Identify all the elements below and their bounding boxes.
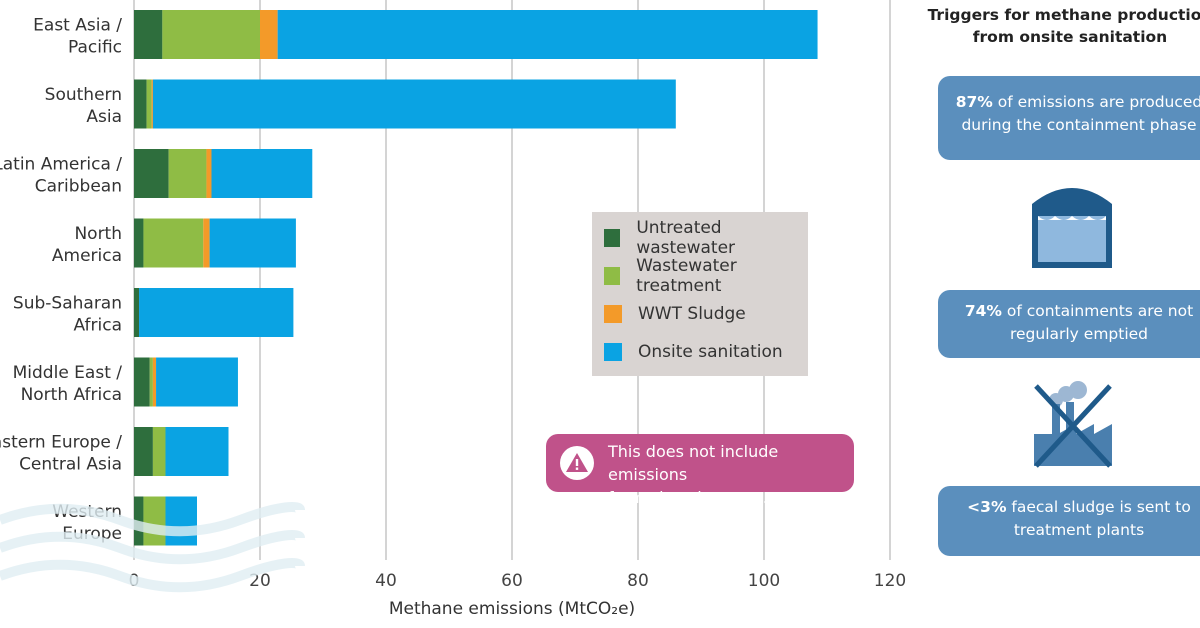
bar-segment (134, 288, 140, 337)
y-category-label: North America (52, 224, 122, 266)
bar-segment (156, 357, 238, 407)
bar-segment (206, 149, 212, 198)
legend-item: Onsite sanitation (604, 342, 783, 362)
fact-text: faecal sludge is sent to treatment plant… (1006, 498, 1191, 539)
bar-segment (152, 427, 166, 476)
bar-segment (152, 79, 676, 129)
bars (134, 10, 818, 546)
bar-segment (203, 218, 210, 268)
legend-item: Wastewater treatment (604, 256, 808, 296)
fact-text: of emissions are produced during the con… (961, 93, 1200, 134)
legend-label: Untreated wastewater (636, 218, 736, 258)
x-tick-label: 100 (748, 571, 780, 591)
containment-tank-icon (1032, 188, 1112, 268)
warning-icon (560, 446, 594, 480)
bar-segment (143, 496, 166, 546)
fact-box-treatment: <3% faecal sludge is sent to treatment p… (938, 486, 1200, 556)
y-category-label: Southern Asia (45, 85, 122, 127)
bar-segment (209, 218, 296, 268)
legend-item: WWT Sludge (604, 304, 746, 324)
fact-box-emptying: 74% of containments are not regularly em… (938, 290, 1200, 358)
bar-segment (152, 357, 157, 407)
bar-segment (143, 218, 204, 268)
legend-label: WWT Sludge (638, 304, 746, 324)
y-axis-labels: East Asia / Pacific Southern Asia Latin Amer… (0, 16, 122, 545)
bar-segment (168, 149, 207, 198)
legend-swatch (604, 305, 622, 323)
bar-segment (165, 496, 197, 546)
y-category-label: East Asia / Pacific (33, 16, 122, 58)
y-category-label: Middle East / North Africa (13, 363, 123, 405)
x-axis-label: Methane emissions (MtCO₂e) (389, 599, 635, 619)
crossed-out-treatment-plant-icon (1034, 381, 1112, 468)
fact-highlight: 74% (964, 302, 1002, 320)
x-tick-label: 80 (627, 571, 649, 591)
bar-segment (134, 357, 150, 407)
legend-label: Onsite sanitation (638, 342, 783, 362)
bar-segment (146, 79, 152, 129)
bar-segment (165, 427, 229, 476)
legend-swatch (604, 267, 621, 285)
x-tick-label: 40 (375, 571, 397, 591)
note-text: This does not include emissions from clo… (608, 442, 779, 507)
y-category-label: Eastern Europe /Central Asia (0, 433, 122, 475)
y-category-label: Sub-Saharan Africa (13, 294, 122, 336)
bar-segment (260, 10, 278, 59)
legend-item: Untreated wastewater (604, 218, 808, 258)
bar-segment (134, 218, 144, 268)
x-tick-label: 120 (874, 571, 906, 591)
bar-segment (134, 427, 153, 476)
sidebar-title: Triggers for methane production from ons… (927, 6, 1200, 46)
x-axis-tick-labels: 0 20 40 60 80 100 120 (129, 571, 907, 591)
fact-text: of containments are not regularly emptie… (1001, 302, 1194, 343)
x-tick-label: 60 (501, 571, 523, 591)
wave-decoration (0, 502, 305, 593)
legend-label: Wastewater treatment (636, 256, 737, 296)
bar-segment (134, 10, 163, 59)
bar-segment (149, 357, 153, 407)
bar-segment (277, 10, 818, 59)
y-category-label: Latin America / Caribbean (0, 155, 122, 197)
bar-segment (139, 288, 294, 337)
bar-segment (151, 79, 153, 129)
methane-emissions-chart: East Asia / Pacific Southern Asia Latin Amer… (0, 0, 907, 619)
bar-segment (134, 149, 169, 198)
legend-swatch (604, 229, 621, 247)
fact-highlight: <3% (967, 498, 1007, 516)
chart-legend: Untreated wastewater Wastewater treatment… (592, 212, 808, 376)
bar-segment (134, 79, 147, 129)
legend-swatch (604, 343, 622, 361)
fact-highlight: 87% (955, 93, 993, 111)
bar-segment (162, 10, 260, 59)
bar-segment (211, 149, 313, 198)
note-callout: This does not include emissions from clo… (546, 434, 854, 507)
fact-box-containment: 87% of emissions are produced during the… (938, 76, 1200, 160)
sidebar: Triggers for methane production from ons… (920, 0, 1200, 628)
